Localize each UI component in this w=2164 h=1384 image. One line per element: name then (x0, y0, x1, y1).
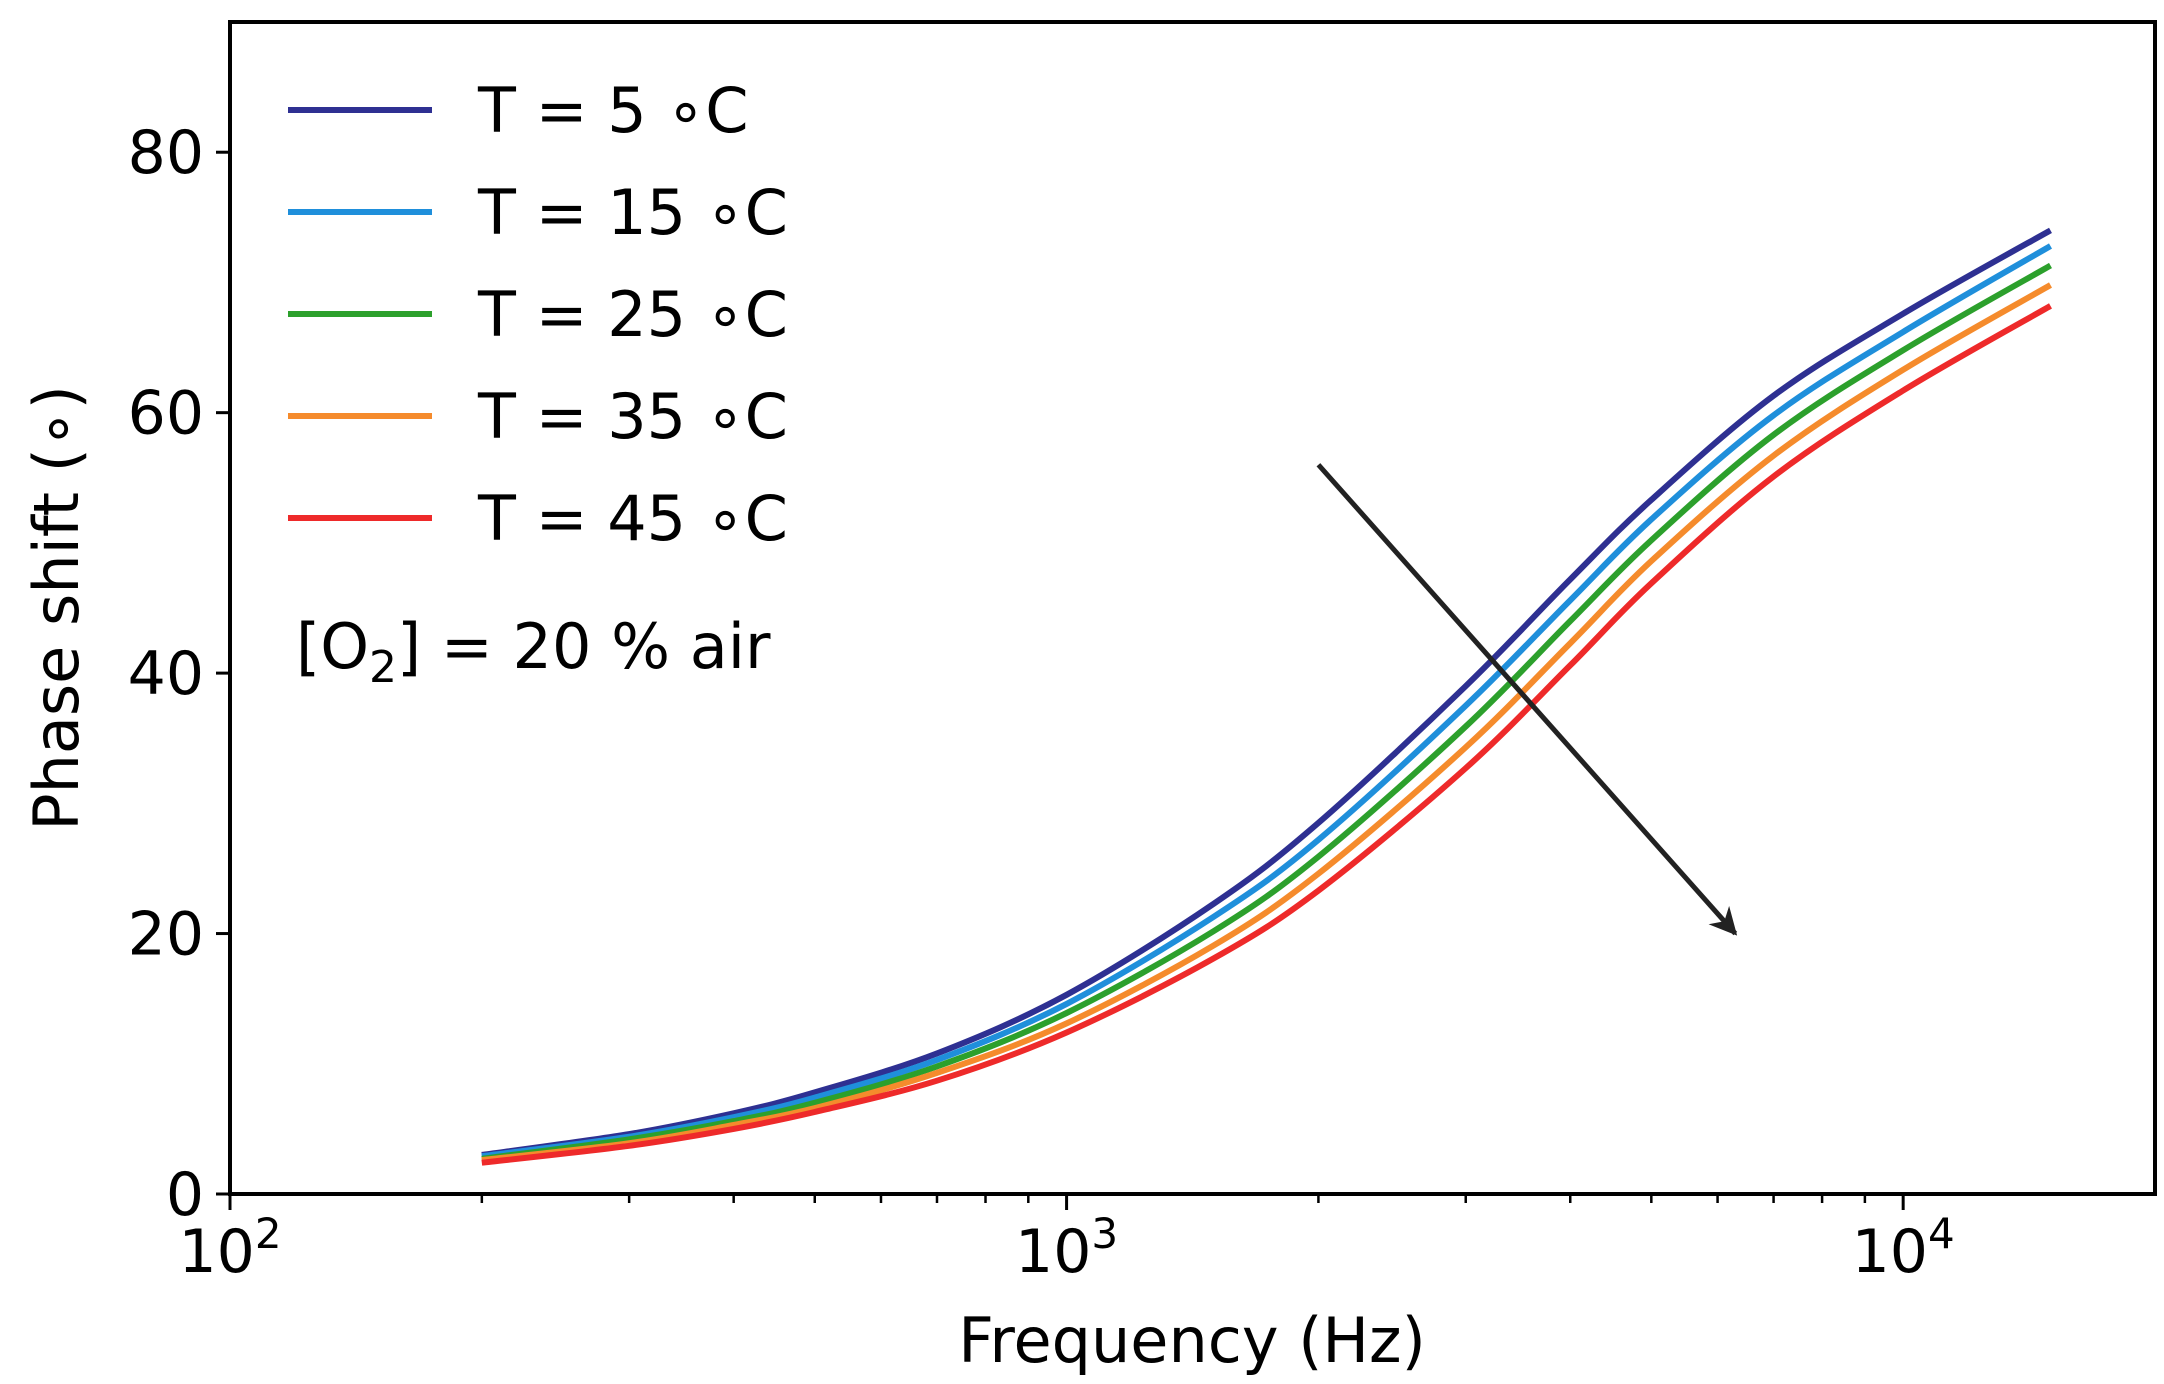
plot-area (481, 227, 2053, 1166)
legend-label-1: T = 5 ∘C (477, 74, 749, 147)
y-tick-label: 80 (128, 118, 204, 188)
y-tick-label: 20 (128, 900, 204, 970)
y-tick-label: 0 (166, 1160, 204, 1230)
x-tick-label: 104 (1852, 1209, 1955, 1287)
series-line-1 (481, 227, 2052, 1158)
y-tick-label: 60 (128, 379, 204, 449)
x-tick-label: 102 (178, 1209, 281, 1287)
annotation-layer (1316, 463, 1738, 936)
x-tick-label: 103 (1015, 1209, 1118, 1287)
series-line-2 (481, 243, 2053, 1160)
series-line-4 (481, 282, 2052, 1164)
y-axis-label: Phase shift (∘) (20, 385, 93, 831)
legend-label-5: T = 45 ∘C (477, 482, 788, 555)
legend-label-2: T = 15 ∘C (477, 176, 788, 249)
axes: 0 20 40 60 80 102 103 104 (128, 20, 2157, 1287)
series-line-3 (481, 262, 2052, 1162)
y-tick-label: 40 (128, 639, 204, 709)
axes-frame (228, 20, 2157, 1196)
trend-arrow (1316, 463, 1738, 936)
series-line-5 (481, 303, 2052, 1166)
legend: T = 5 ∘C T = 15 ∘C T = 25 ∘C T = 35 ∘C T = 4… (288, 74, 788, 693)
oxygen-annotation: [O2] = 20 % air (296, 610, 771, 693)
legend-label-3: T = 25 ∘C (477, 278, 788, 351)
legend-label-4: T = 35 ∘C (477, 380, 788, 453)
x-axis-label: Frequency (Hz) (958, 1304, 1426, 1377)
